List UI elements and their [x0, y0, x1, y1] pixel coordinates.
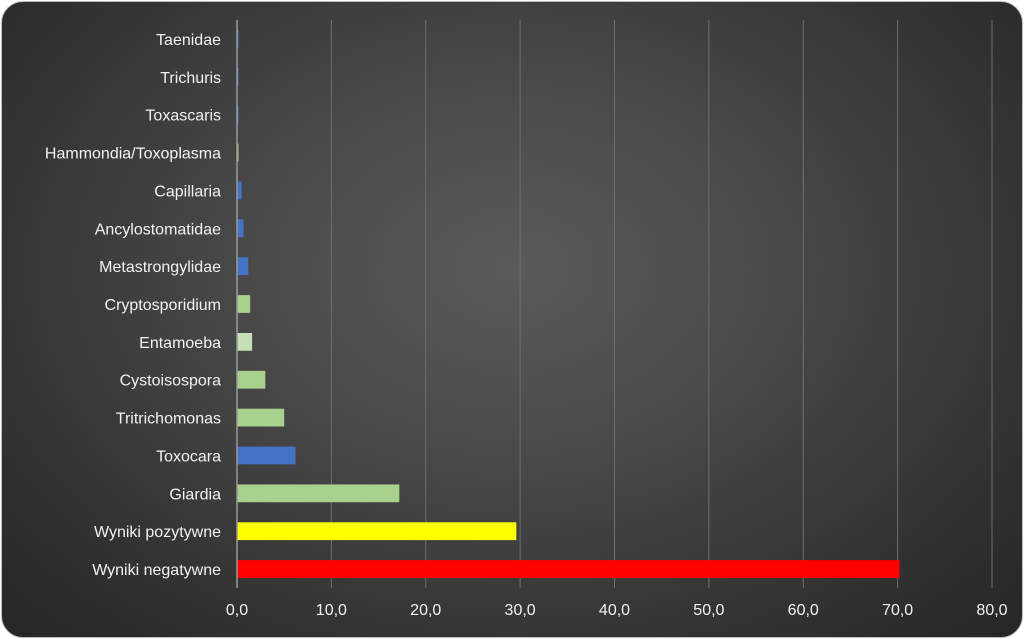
bar — [237, 219, 244, 238]
category-label: Metastrongylidae — [99, 259, 221, 276]
x-tick-label: 50,0 — [693, 602, 724, 619]
x-tick-label: 10,0 — [316, 602, 347, 619]
bar — [237, 295, 251, 313]
category-label: Hammondia/Toxoplasma — [45, 146, 221, 163]
x-tick-label: 70,0 — [882, 602, 913, 619]
bar — [237, 560, 900, 578]
bars — [237, 30, 900, 578]
x-tick-labels: 0,0 10,0 20,0 30,0 40,0 50,0 60,0 70,0 80,0 — [226, 602, 1008, 619]
bar — [237, 408, 285, 427]
category-label: Tritrichomonas — [116, 411, 221, 428]
category-label: Wyniki negatywne — [92, 562, 221, 579]
category-label: Cryptosporidium — [105, 297, 221, 314]
category-label: Cystoisospora — [120, 373, 221, 390]
x-tick-label: 0,0 — [226, 602, 248, 619]
bar — [237, 446, 296, 465]
category-label: Ancylostomatidae — [95, 221, 221, 238]
category-label: Toxocara — [156, 448, 221, 465]
category-label: Entamoeba — [139, 335, 221, 352]
category-label: Giardia — [169, 486, 221, 503]
x-tick-label: 80,0 — [976, 602, 1007, 619]
category-label: Wyniki pozytywne — [94, 524, 221, 541]
bar — [237, 257, 249, 276]
bar — [237, 522, 517, 541]
bar — [237, 484, 400, 503]
category-labels: Taenidae Trichuris Toxascaris Hammondia/Tox… — [45, 32, 221, 579]
category-label: Taenidae — [156, 32, 221, 49]
category-label: Trichuris — [160, 70, 221, 87]
x-tick-label: 60,0 — [788, 602, 819, 619]
bar — [237, 181, 242, 200]
category-label: Capillaria — [154, 183, 221, 200]
category-label: Toxascaris — [145, 108, 221, 125]
bar — [237, 332, 253, 351]
x-tick-label: 30,0 — [505, 602, 536, 619]
gridlines — [330, 20, 993, 588]
bar — [237, 370, 266, 389]
x-tick-label: 40,0 — [599, 602, 630, 619]
x-tick-label: 20,0 — [410, 602, 441, 619]
